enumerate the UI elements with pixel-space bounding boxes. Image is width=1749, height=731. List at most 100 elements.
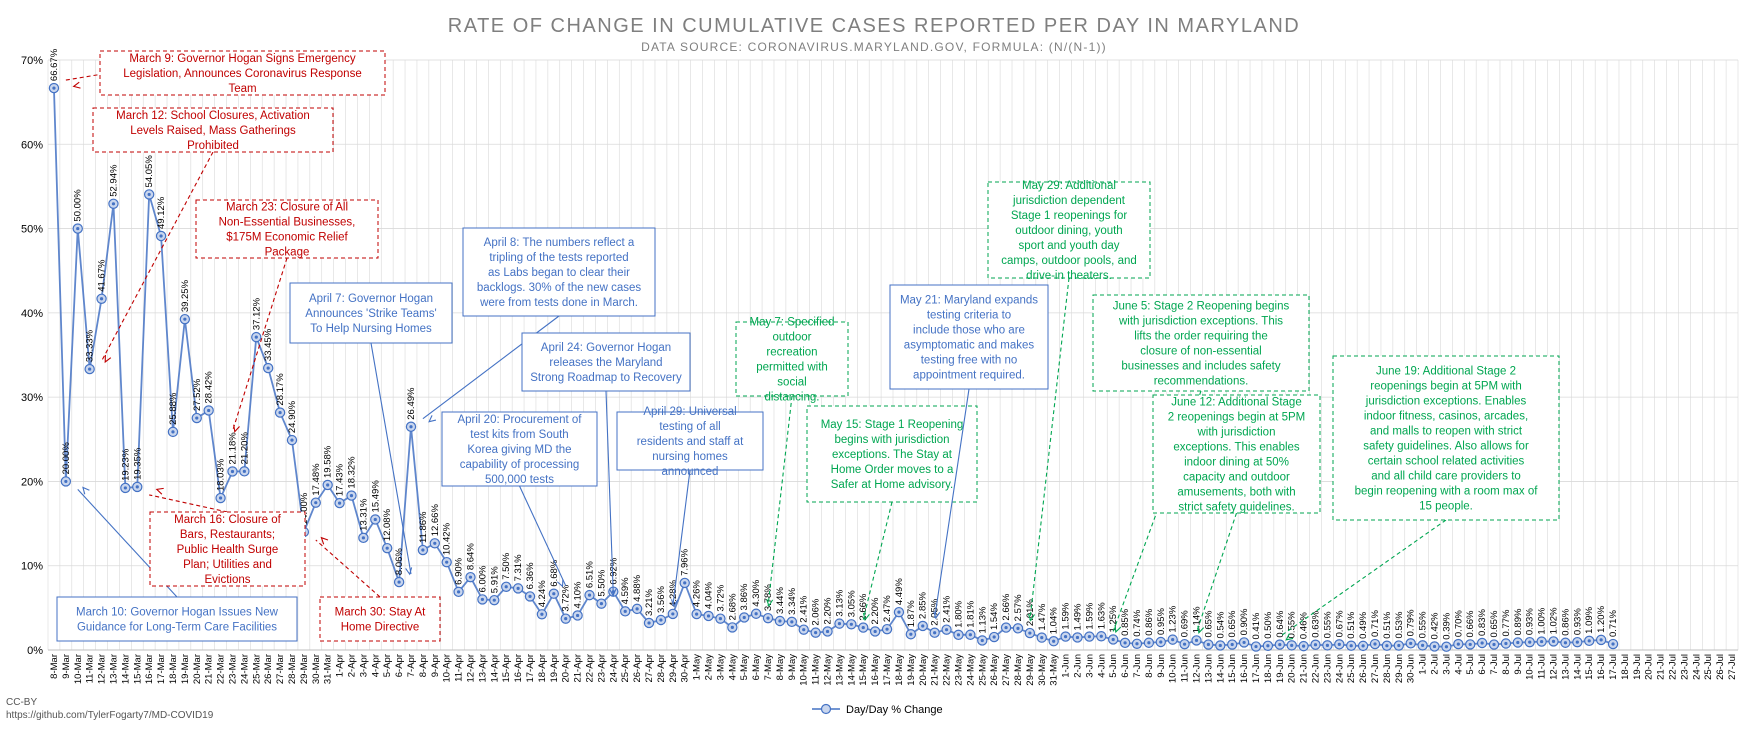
data-label: 33.45% [263,328,274,361]
x-tick-label: 27-Jun [1370,654,1381,683]
data-label: 1.49% [1072,603,1083,630]
x-tick-label: 23-Mar [227,654,238,684]
data-point-center [1456,642,1460,646]
annotation-box [289,282,453,344]
annotation-arrowhead [1285,633,1294,641]
annotation-box [462,227,656,317]
x-tick-label: 2-Jul [1430,654,1441,675]
y-tick-label: 40% [21,308,43,320]
annotation-connector [1279,519,1447,638]
data-point-center [849,622,853,626]
data-label: 0.95% [1156,608,1167,635]
annotation: March 30: Stay At Home Directive [315,536,441,642]
data-label: 19.58% [323,445,334,478]
data-point-center [1171,638,1175,642]
annotation-text: June 5: Stage 2 Reopening begins with jur… [1113,301,1290,388]
data-point-center [1373,642,1377,646]
x-tick-label: 3-Apr [358,654,369,677]
x-tick-label: 8-Apr [418,654,429,677]
data-point-center [683,581,687,585]
data-label: 2.57% [1013,594,1024,621]
annotation: June 19: Additional Stage 2 reopenings be… [1279,355,1560,641]
y-tick-label: 10% [21,561,43,573]
series-layer [48,82,1619,652]
data-point-center [921,624,925,628]
x-tick-label: 28-Jun [1382,654,1393,683]
annotation-text: April 20: Procurement of test kits from S… [457,414,582,486]
data-point-center [1504,641,1508,646]
data-label: 0.55% [1287,611,1298,638]
annotation-connector [519,485,567,586]
data-label: 1.87% [906,600,917,627]
data-label: 3.13% [834,589,845,616]
x-tick-label: 10-Jul [1525,654,1536,680]
x-tick-label: 21-Mar [204,654,215,684]
x-tick-label: 10-Apr [442,654,453,683]
data-point-center [242,469,246,473]
data-label: 0.71% [1370,610,1381,637]
x-tick-label: 11-Jun [1180,654,1191,682]
x-tick-label: 8-Jul [1501,654,1512,675]
data-label: 15.49% [370,480,381,513]
data-point-center [314,501,318,505]
chart-title: RATE OF CHANGE IN CUMULATIVE CASES REPOR… [448,15,1300,37]
data-label: 0.65% [1489,610,1500,637]
data-label: 1.04% [1049,607,1060,634]
x-tick-label: 25-Apr [620,654,631,683]
data-point-center [1325,643,1330,647]
x-tick-label: 25-Mar [251,654,262,684]
data-label: 1.02% [1549,607,1560,634]
x-tick-label: 17-Mar [156,654,167,684]
annotation-text: March 23: Closure of All Non-Essential Bu… [219,202,356,259]
data-point-center [1468,642,1472,647]
data-point-center [361,536,365,540]
data-point-center [1123,641,1127,645]
x-tick-label: 16-Jun [1239,654,1250,683]
data-label: 1.14% [1191,606,1202,633]
x-tick-label: 15-May [858,654,869,686]
data-point-center [873,629,877,634]
x-tick-label: 18-May [894,654,905,686]
x-tick-label: 8-May [775,654,786,681]
x-tick-label: 4-Jul [1453,654,1464,675]
data-point-center [576,613,580,618]
data-label: 24.90% [287,400,298,433]
data-label: 33.33% [85,329,96,362]
data-point-center [980,638,984,643]
data-point-center [337,501,342,505]
data-point-center [909,632,913,636]
data-label: 0.79% [1406,609,1417,636]
data-label: 8.06% [394,548,405,575]
data-point-center [349,493,354,498]
data-point-center [599,602,604,606]
data-label: 0.67% [1334,610,1345,637]
x-tick-label: 15-Jul [1584,654,1595,680]
annotation: May 7: Specified outdoor recreation permitt… [735,317,849,608]
x-tick-label: 28-May [1013,654,1024,686]
data-point-center [933,631,937,635]
data-label: 1.13% [977,606,988,633]
data-point-center [207,408,211,413]
data-point-center [1551,639,1556,644]
x-tick-label: 10-Mar [73,654,84,684]
x-tick-label: 30-Mar [311,654,322,684]
data-point-center [1492,642,1496,647]
data-label: 0.93% [1525,608,1536,635]
data-point-center [1004,625,1008,630]
y-tick-label: 50% [21,224,43,236]
data-label: 52.94% [108,164,119,197]
data-point-center [1290,643,1294,647]
data-point-center [802,628,806,632]
x-tick-label: 9-Jun [1156,654,1167,678]
data-label: 26.49% [406,387,417,420]
annotation-arrowhead [1114,624,1122,634]
data-point-center [1540,639,1544,644]
annotation-arrowhead [670,599,679,608]
data-label: 0.71% [1608,610,1619,637]
data-point-center [397,580,401,584]
data-point-center [218,496,223,500]
data-point-center [373,517,377,522]
data-point-center [1397,643,1401,648]
x-tick-label: 25-May [977,654,988,686]
